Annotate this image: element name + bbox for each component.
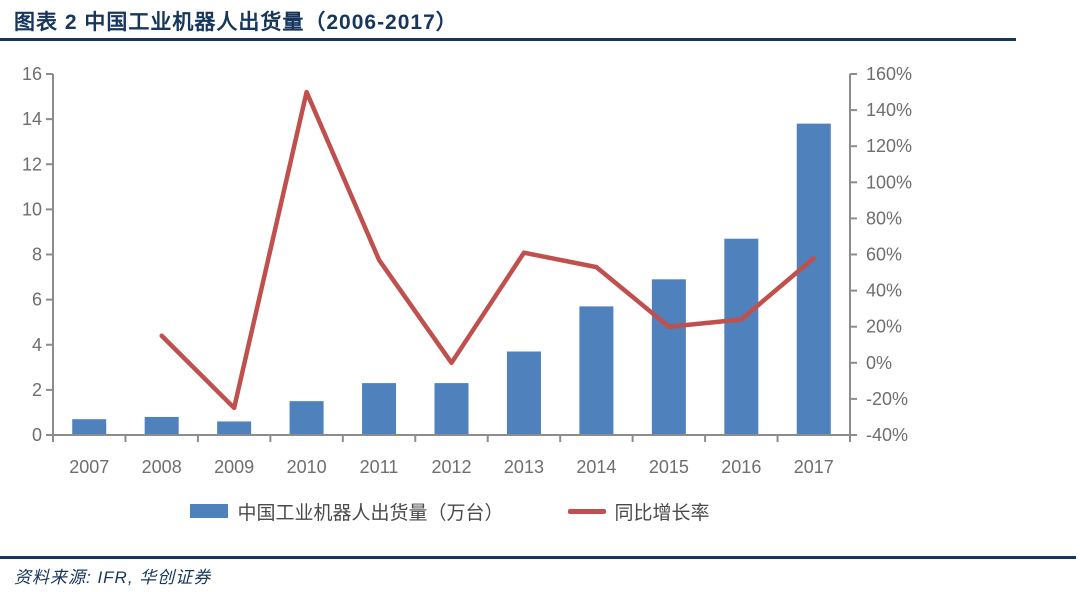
title-underline xyxy=(0,38,1016,41)
left-axis-tick-label: 4 xyxy=(32,335,42,355)
left-axis-tick-label: 6 xyxy=(32,290,42,310)
x-axis-label: 2009 xyxy=(214,457,254,477)
footer-rule xyxy=(0,556,1076,559)
shipments-bar-2011 xyxy=(362,383,397,435)
x-axis-label: 2012 xyxy=(431,457,471,477)
shipments-bar-2008 xyxy=(144,416,179,435)
left-axis-tick-label: 14 xyxy=(22,109,42,129)
combo-chart-svg: 0 2 4 6 8 10 12 14 16 -40% -20% 0% 20% 40% 60% 80% 100% 1… xyxy=(22,64,912,477)
right-axis-tick-label: 80% xyxy=(866,208,902,228)
chart-title: 图表 2 中国工业机器人出货量（2006-2017） xyxy=(14,11,458,34)
left-axis-tick-label: 10 xyxy=(22,199,42,219)
chart-legend: 中国工业机器人出货量（万台） 同比增长率 xyxy=(0,496,900,526)
shipments-bar-2015 xyxy=(651,279,686,435)
shipments-bar-2014 xyxy=(579,306,614,435)
x-axis-label: 2017 xyxy=(794,457,834,477)
left-axis-tick-label: 0 xyxy=(32,425,42,445)
x-axis-label: 2015 xyxy=(649,457,689,477)
line-series-swatch xyxy=(567,508,606,514)
chart-area: 0 2 4 6 8 10 12 14 16 -40% -20% 0% 20% 40% 60% 80% 100% 1… xyxy=(0,46,1080,490)
legend-item-growth: 同比增长率 xyxy=(567,498,710,525)
x-axis-label: 2011 xyxy=(360,457,399,477)
right-axis-tick-label: 100% xyxy=(866,172,912,192)
shipments-bar-2017 xyxy=(796,123,831,435)
shipments-bar-2007 xyxy=(72,419,107,435)
shipments-bar-2009 xyxy=(217,421,252,435)
right-axis-tick-label: 20% xyxy=(866,317,902,337)
x-axis-label: 2008 xyxy=(142,457,182,477)
shipments-bar-2010 xyxy=(289,401,324,435)
right-axis-tick-label: 120% xyxy=(866,136,912,156)
right-axis-tick-label: -20% xyxy=(866,389,908,409)
left-axis-tick-label: 16 xyxy=(22,64,42,84)
right-axis-tick-label: 140% xyxy=(866,100,912,120)
left-axis-tick-label: 8 xyxy=(32,245,42,265)
shipments-bar-2013 xyxy=(506,351,541,435)
left-axis-tick-label: 12 xyxy=(22,154,42,174)
right-axis-tick-label: 160% xyxy=(866,64,912,84)
left-axis-tick-label: 2 xyxy=(32,380,42,400)
growth-line xyxy=(159,89,817,411)
legend-item-shipments: 中国工业机器人出货量（万台） xyxy=(190,498,504,525)
legend-label-shipments: 中国工业机器人出货量（万台） xyxy=(237,502,504,524)
source-note: 资料来源: IFR, 华创证券 xyxy=(14,568,212,587)
bar-series-swatch xyxy=(190,504,229,518)
x-axis-label: 2010 xyxy=(287,457,327,477)
x-axis-label: 2014 xyxy=(576,457,616,477)
x-axis-label: 2007 xyxy=(69,457,109,477)
legend-label-growth: 同比增长率 xyxy=(614,502,710,524)
right-axis-tick-label: 0% xyxy=(866,353,892,373)
shipments-bar-2012 xyxy=(434,383,469,435)
right-axis-tick-label: 60% xyxy=(866,245,902,265)
shipments-bar-2016 xyxy=(724,238,759,435)
right-axis-tick-label: -40% xyxy=(866,425,908,445)
right-axis-tick-label: 40% xyxy=(866,281,902,301)
x-axis-label: 2016 xyxy=(721,457,761,477)
x-axis-label: 2013 xyxy=(504,457,544,477)
